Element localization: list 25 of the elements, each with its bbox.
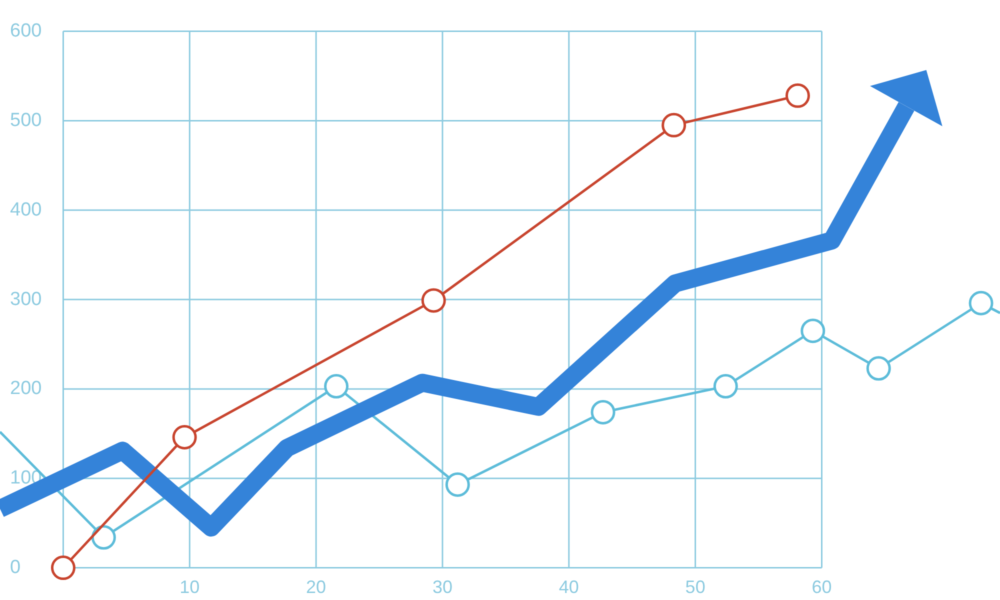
x-tick-label: 50: [685, 577, 706, 598]
point: [172, 425, 197, 450]
point: [91, 525, 116, 550]
y-tick-label: 600: [10, 20, 42, 42]
point: [968, 290, 994, 316]
x-tick-label: 20: [306, 577, 326, 598]
point: [421, 288, 446, 313]
x-tick-label: 30: [432, 577, 452, 598]
point: [713, 374, 738, 399]
point: [800, 318, 826, 344]
x-tick-label: 40: [558, 577, 579, 598]
point: [662, 112, 686, 138]
y-tick-label: 300: [10, 288, 42, 310]
y-tick-label: 400: [10, 199, 42, 220]
y-tick-label: 200: [10, 378, 42, 400]
y-tick-label: 0: [10, 557, 21, 578]
point: [785, 83, 810, 108]
point: [445, 472, 470, 497]
point: [866, 356, 891, 381]
y-tick-label: 500: [10, 110, 42, 131]
point: [50, 556, 76, 580]
point: [324, 374, 349, 399]
point: [590, 400, 616, 424]
x-tick-label: 10: [180, 577, 200, 598]
x-tick-label: 60: [812, 577, 832, 598]
